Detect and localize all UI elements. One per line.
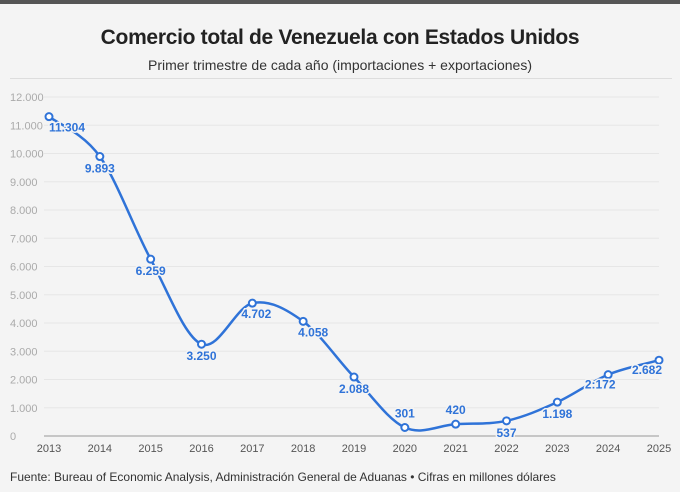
data-point (197, 339, 206, 349)
data-label: 1.198 (542, 407, 572, 421)
y-tick-label: 11.000 (10, 120, 43, 132)
data-label: 301 (395, 406, 415, 420)
y-tick-label: 8.000 (10, 205, 38, 217)
x-tick-label: 2013 (37, 443, 61, 455)
y-tick-label: 6.000 (10, 262, 38, 274)
data-label: 6.259 (136, 264, 166, 278)
y-tick-label: 1.000 (10, 403, 38, 415)
x-tick-label: 2015 (138, 443, 162, 455)
y-tick-label: 10.000 (10, 149, 44, 161)
data-point (44, 112, 54, 122)
y-tick-label: 5.000 (10, 290, 38, 302)
y-tick-label: 0 (10, 431, 16, 443)
data-point (451, 419, 461, 429)
data-label: 2.088 (339, 382, 369, 396)
y-tick-label: 9.000 (10, 177, 38, 189)
data-point (502, 416, 511, 426)
data-point (654, 355, 664, 365)
data-point (95, 152, 105, 162)
divider (10, 78, 672, 79)
x-tick-label: 2023 (545, 443, 569, 455)
data-label: 11.304 (49, 121, 85, 135)
x-tick-label: 2014 (88, 443, 112, 455)
chart-subtitle: Primer trimestre de cada año (importacio… (147, 57, 532, 73)
data-label: 2.682 (632, 363, 662, 377)
y-tick-label: 2.000 (10, 375, 38, 387)
data-point (603, 370, 613, 380)
x-tick-label: 2017 (240, 443, 264, 455)
data-label: 537 (496, 426, 516, 440)
x-tick-label: 2018 (291, 443, 315, 455)
x-tick-label: 2024 (596, 443, 620, 455)
data-point (298, 316, 308, 326)
data-label: 9.893 (85, 162, 115, 176)
series-line (48, 115, 660, 432)
data-point (552, 397, 562, 407)
top-bar (0, 0, 680, 4)
chart-title: Comercio total de Venezuela con Estados … (100, 26, 580, 49)
x-tick-label: 2021 (443, 443, 467, 455)
y-tick-label: 7.000 (10, 233, 38, 245)
x-tick-label: 2025 (647, 443, 671, 455)
x-tick-label: 2022 (494, 443, 518, 455)
data-point (247, 298, 257, 308)
x-tick-label: 2016 (189, 443, 213, 455)
data-point (146, 254, 156, 264)
y-tick-label: 3.000 (10, 346, 38, 358)
data-label: 4.058 (298, 325, 328, 339)
data-point (400, 422, 410, 432)
x-tick-label: 2020 (393, 443, 417, 455)
data-label: 4.702 (241, 307, 271, 321)
y-tick-label: 4.000 (10, 318, 38, 330)
source-note: Fuente: Bureau of Economic Analysis, Adm… (10, 470, 556, 484)
x-tick-label: 2019 (342, 443, 366, 455)
data-label: 420 (446, 403, 466, 417)
data-point (349, 372, 359, 382)
data-label: 3.250 (186, 349, 216, 363)
data-label: 2:172 (585, 378, 616, 392)
y-tick-label: 12.000 (10, 92, 44, 104)
